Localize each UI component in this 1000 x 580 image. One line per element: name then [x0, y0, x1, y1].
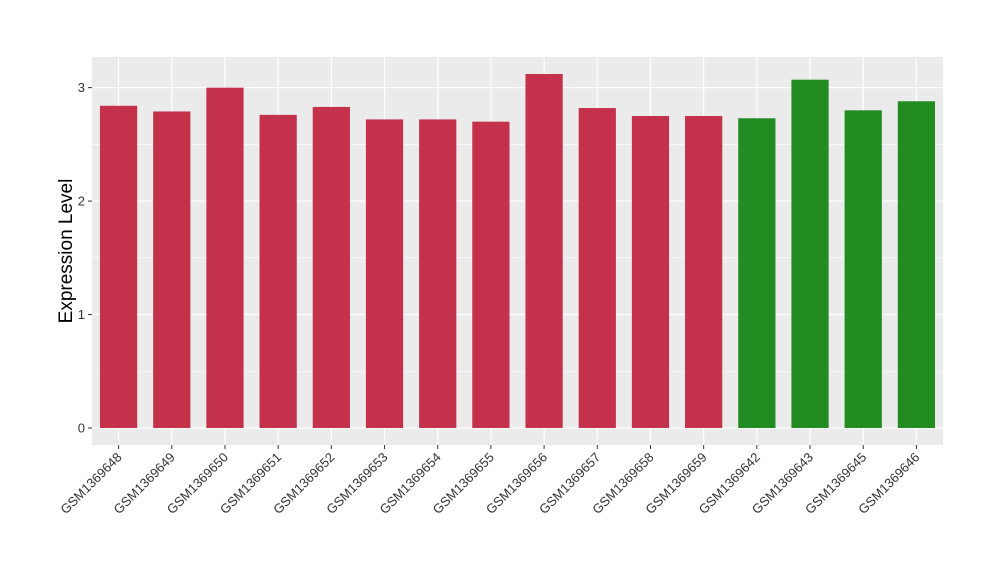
- bar-GSM1369650: [206, 87, 244, 428]
- bar-GSM1369654: [419, 119, 457, 428]
- bar-GSM1369655: [472, 121, 510, 428]
- y-tick-label: 0: [78, 420, 85, 435]
- bar-GSM1369653: [365, 119, 404, 428]
- bar-GSM1369657: [578, 108, 616, 428]
- y-tick-label: 2: [78, 194, 85, 209]
- y-axis: 0 1 2 3: [78, 80, 92, 435]
- y-axis-title: Expression Level: [56, 179, 77, 324]
- bar-GSM1369652: [312, 106, 350, 428]
- y-tick-label: 1: [78, 307, 85, 322]
- bar-GSM1369659: [685, 115, 723, 428]
- bar-GSM1369651: [259, 114, 297, 428]
- bars: [99, 74, 936, 428]
- bar-GSM1369645: [844, 110, 882, 428]
- bar-GSM1369656: [525, 74, 563, 428]
- bar-GSM1369643: [791, 79, 829, 428]
- x-axis: GSM1369648GSM1369649GSM1369650GSM1369651…: [57, 445, 923, 517]
- y-tick-label: 3: [78, 80, 85, 95]
- bar-GSM1369649: [153, 111, 191, 428]
- bar-GSM1369646: [897, 101, 936, 428]
- bar-GSM1369648: [99, 105, 138, 428]
- bar-GSM1369658: [631, 115, 670, 428]
- bar-GSM1369642: [738, 118, 776, 428]
